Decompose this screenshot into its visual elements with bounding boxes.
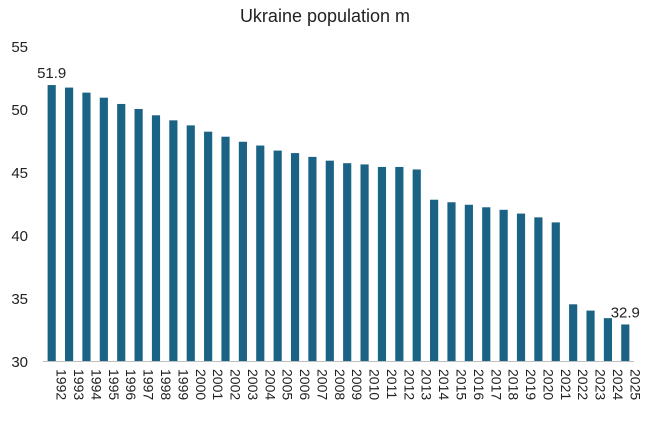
bar: [238, 141, 247, 361]
x-tick-label: 2025: [627, 369, 643, 400]
bar: [134, 109, 143, 361]
y-tick-label: 50: [11, 102, 28, 119]
x-tick-label: 2001: [210, 369, 226, 400]
x-tick-label: 2004: [262, 369, 278, 400]
x-tick-label: 2013: [419, 369, 435, 400]
bar: [308, 156, 317, 361]
x-tick-label: 1997: [141, 369, 157, 400]
x-tick-label: 2015: [453, 369, 469, 400]
bar: [273, 150, 282, 361]
bar: [464, 204, 473, 361]
x-tick-label: 2022: [575, 369, 591, 400]
x-tick-label: 2002: [228, 369, 244, 400]
bar: [482, 207, 491, 361]
x-tick-label: 2006: [297, 369, 313, 400]
x-tick-label: 2023: [593, 369, 609, 400]
x-tick-label: 2020: [540, 369, 556, 400]
x-tick-label: 2007: [314, 369, 330, 400]
bar: [534, 217, 543, 361]
x-tick-label: 1995: [106, 369, 122, 400]
x-tick-label: 2010: [367, 369, 383, 400]
y-tick-label: 35: [11, 291, 28, 308]
bar: [516, 213, 526, 361]
x-tick-label: 2008: [332, 369, 348, 400]
x-tick-label: 2014: [436, 369, 452, 400]
bar: [412, 169, 421, 361]
y-tick-label: 30: [11, 354, 28, 371]
bar: [395, 166, 404, 361]
x-tick-label: 1996: [123, 369, 139, 400]
x-tick-label: 2024: [610, 369, 626, 400]
x-tick-label: 2003: [245, 369, 261, 400]
bar: [447, 202, 456, 361]
x-tick-label: 1993: [71, 369, 87, 400]
bar: [99, 97, 108, 361]
x-tick-label: 2019: [523, 369, 539, 400]
bar: [621, 324, 630, 361]
bar: [430, 199, 439, 361]
x-tick-label: 2011: [384, 369, 400, 399]
x-tick-label: 2012: [401, 369, 417, 400]
bar: [64, 87, 74, 361]
data-label: 51.9: [37, 65, 66, 82]
x-tick-label: 1994: [88, 369, 104, 400]
x-tick-label: 2000: [193, 369, 209, 400]
y-tick-label: 55: [11, 39, 28, 56]
chart-title: Ukraine population m: [239, 6, 411, 26]
bar: [325, 160, 334, 361]
x-tick-label: 1999: [175, 369, 191, 400]
bar: [47, 85, 56, 361]
x-tick-label: 2005: [280, 369, 296, 400]
bar: [499, 209, 508, 361]
bar: [117, 103, 126, 362]
bar: [204, 131, 213, 361]
bar: [343, 163, 352, 361]
y-tick-label: 40: [11, 228, 28, 245]
bar: [186, 125, 195, 361]
bar: [603, 318, 613, 361]
x-tick-label: 2018: [506, 369, 522, 400]
bar: [586, 310, 595, 361]
bar: [151, 115, 161, 361]
x-tick-label: 2009: [349, 369, 365, 400]
bar: [551, 222, 560, 361]
bar: [256, 145, 265, 361]
bar: [82, 92, 91, 362]
bar: [569, 304, 578, 361]
bar: [377, 166, 387, 361]
x-tick-label: 1992: [54, 369, 70, 400]
x-tick-label: 2021: [558, 369, 574, 400]
y-tick-label: 45: [11, 165, 28, 182]
bar: [290, 153, 300, 361]
data-label: 32.9: [611, 304, 640, 321]
x-tick-label: 2017: [488, 369, 504, 400]
bar: [169, 120, 178, 361]
bar: [360, 164, 369, 361]
x-tick-label: 2016: [471, 369, 487, 400]
bar: [221, 136, 230, 361]
x-tick-label: 1998: [158, 369, 174, 400]
